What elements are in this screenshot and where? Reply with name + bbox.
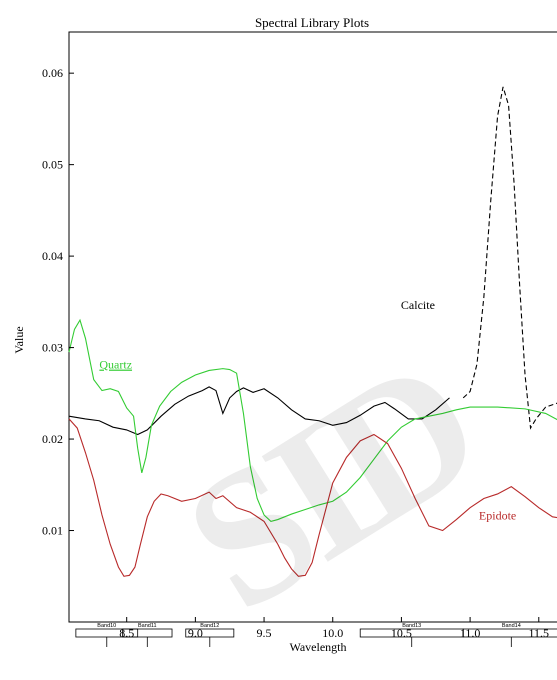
plot-frame — [68, 31, 557, 623]
x-tick-label: 10.0 — [322, 626, 343, 640]
x-axis: 8.5 9.0 9.5 10.0 10.5 11.0 11.5 — [119, 617, 549, 640]
band-label: Band13 — [402, 623, 421, 629]
band-label: Band10 — [97, 623, 116, 629]
y-tick-label: 0.05 — [42, 158, 63, 172]
x-tick-label: 9.0 — [188, 626, 203, 640]
y-tick-label: 0.03 — [42, 341, 63, 355]
series-line-epidote — [68, 418, 557, 577]
band-markers: Band10 Band11 Band12 Band13 Band14 — [75, 623, 557, 647]
x-tick-label: 11.5 — [528, 626, 549, 640]
y-tick-label: 0.02 — [42, 432, 63, 446]
x-axis-label: Wavelength — [289, 640, 346, 654]
band-label: Band11 — [138, 623, 157, 629]
band-label: Band12 — [200, 623, 219, 629]
y-tick-label: 0.01 — [42, 524, 63, 538]
series-annotation: Epidote — [479, 509, 516, 523]
series-line-quartz — [68, 318, 557, 522]
series-annotations: Calcite Quartz Epidote — [99, 298, 516, 522]
x-tick-label: 9.5 — [257, 626, 272, 640]
band-label: Band14 — [502, 623, 521, 629]
x-tick-label: 11.0 — [460, 626, 481, 640]
y-tick-label: 0.06 — [42, 66, 63, 80]
y-tick-label: 0.04 — [42, 249, 63, 263]
x-tick-label: 10.5 — [391, 626, 412, 640]
y-axis-label: Value — [12, 326, 26, 353]
chart-title: Spectral Library Plots — [255, 15, 369, 30]
series-annotation: Quartz — [99, 358, 132, 372]
y-axis: 0.01 0.02 0.03 0.04 0.05 0.06 — [42, 66, 74, 538]
series-lines — [68, 86, 557, 577]
series-line-calcite-dashed — [462, 86, 557, 430]
series-line-calcite — [68, 386, 450, 436]
series-annotation: Calcite — [401, 298, 435, 312]
x-tick-label: 8.5 — [119, 626, 134, 640]
